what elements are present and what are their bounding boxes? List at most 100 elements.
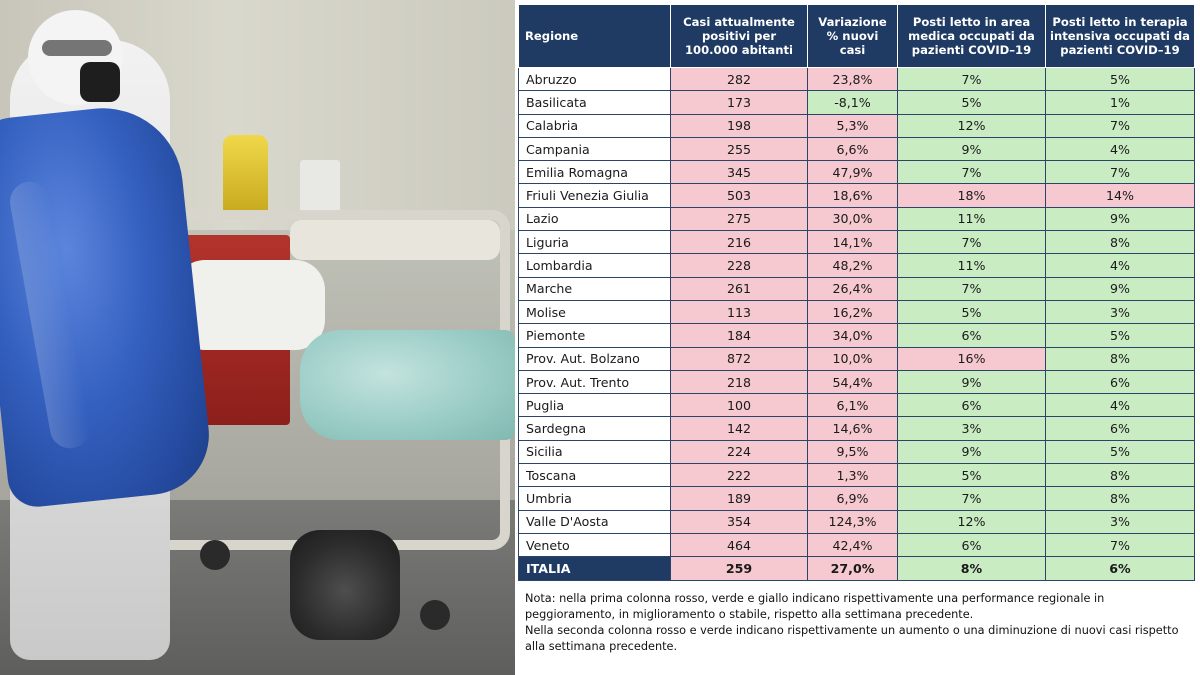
- table-row: Puglia 100 6,1% 6% 4%: [518, 393, 1195, 418]
- cell-cases: 503: [670, 183, 808, 208]
- table-row: Calabria 198 5,3% 12% 7%: [518, 113, 1195, 138]
- cell-medical-beds: 7%: [897, 230, 1046, 255]
- cell-icu-beds: 4%: [1045, 393, 1195, 418]
- cell-cases: 198: [670, 113, 808, 138]
- table-row: Piemonte 184 34,0% 6% 5%: [518, 323, 1195, 348]
- cell-variation: 14,6%: [807, 416, 898, 441]
- header-variation: Variazione % nuovi casi: [807, 4, 898, 68]
- cell-cases: 275: [670, 206, 808, 232]
- cell-variation: 18,6%: [807, 183, 898, 208]
- cell-cases: 218: [670, 369, 808, 395]
- cell-cases: 113: [670, 299, 808, 325]
- cell-variation: 9,5%: [807, 439, 898, 465]
- cell-medical-beds: 12%: [897, 509, 1046, 534]
- covid-table-panel: Regione Casi attualmente positivi per 10…: [518, 4, 1195, 675]
- cell-medical-beds: 7%: [897, 66, 1046, 92]
- cell-medical-beds: 9%: [897, 369, 1046, 395]
- cell-cases: 189: [670, 486, 808, 511]
- header-icu-beds: Posti letto in terapia intensiva occupat…: [1045, 4, 1195, 68]
- cell-variation: 16,2%: [807, 299, 898, 325]
- cell-medical-beds: 6%: [897, 323, 1046, 348]
- cell-variation: 6,1%: [807, 393, 898, 418]
- cell-variation: 5,3%: [807, 113, 898, 138]
- cell-icu-beds: 7%: [1045, 532, 1195, 558]
- header-cases: Casi attualmente positivi per 100.000 ab…: [670, 4, 808, 68]
- cell-region: Campania: [518, 136, 671, 162]
- cell-region: Prov. Aut. Trento: [518, 369, 671, 395]
- cell-variation: 47,9%: [807, 160, 898, 185]
- table-total-row: ITALIA 259 27,0% 8% 6%: [518, 556, 1195, 581]
- cell-icu-beds: 6%: [1045, 556, 1195, 581]
- table-row: Valle D'Aosta 354 124,3% 12% 3%: [518, 509, 1195, 534]
- cell-variation: 30,0%: [807, 206, 898, 232]
- photo-worker-goggles: [42, 40, 112, 56]
- cell-icu-beds: 1%: [1045, 90, 1195, 115]
- table-row: Emilia Romagna 345 47,9% 7% 7%: [518, 160, 1195, 185]
- photo-machine: [290, 530, 400, 640]
- cell-icu-beds: 5%: [1045, 323, 1195, 348]
- table-note: Nota: nella prima colonna rosso, verde e…: [518, 581, 1194, 671]
- cell-region: Abruzzo: [518, 66, 671, 92]
- cell-variation: 14,1%: [807, 230, 898, 255]
- cell-region: Veneto: [518, 532, 671, 558]
- cell-medical-beds: 12%: [897, 113, 1046, 138]
- cell-cases: 228: [670, 253, 808, 278]
- cell-region: Marche: [518, 276, 671, 301]
- cell-region: Puglia: [518, 393, 671, 418]
- photo-patient-sheet: [300, 330, 515, 440]
- cell-variation: 27,0%: [807, 556, 898, 581]
- cell-cases: 216: [670, 230, 808, 255]
- cell-cases: 224: [670, 439, 808, 465]
- cell-region: ITALIA: [518, 556, 671, 581]
- cell-variation: 10,0%: [807, 346, 898, 371]
- cell-cases: 255: [670, 136, 808, 162]
- cell-cases: 872: [670, 346, 808, 371]
- cell-icu-beds: 4%: [1045, 253, 1195, 278]
- cell-variation: 34,0%: [807, 323, 898, 348]
- cell-region: Umbria: [518, 486, 671, 511]
- cell-medical-beds: 11%: [897, 206, 1046, 232]
- cell-cases: 345: [670, 160, 808, 185]
- table-row: Prov. Aut. Bolzano 872 10,0% 16% 8%: [518, 346, 1195, 371]
- table-row: Molise 113 16,2% 5% 3%: [518, 299, 1195, 325]
- cell-cases: 261: [670, 276, 808, 301]
- cell-variation: 6,9%: [807, 486, 898, 511]
- cell-variation: 124,3%: [807, 509, 898, 534]
- table-row: Umbria 189 6,9% 7% 8%: [518, 486, 1195, 511]
- cell-cases: 354: [670, 509, 808, 534]
- table-row: Toscana 222 1,3% 5% 8%: [518, 463, 1195, 488]
- cell-region: Sardegna: [518, 416, 671, 441]
- cell-medical-beds: 6%: [897, 532, 1046, 558]
- cell-medical-beds: 5%: [897, 299, 1046, 325]
- photo-bed-rail: [290, 220, 500, 260]
- cell-icu-beds: 6%: [1045, 416, 1195, 441]
- cell-cases: 100: [670, 393, 808, 418]
- cell-icu-beds: 5%: [1045, 66, 1195, 92]
- cell-region: Lazio: [518, 206, 671, 232]
- cell-variation: 54,4%: [807, 369, 898, 395]
- cell-region: Valle D'Aosta: [518, 509, 671, 534]
- note-line-1: Nota: nella prima colonna rosso, verde e…: [525, 591, 1105, 621]
- cell-icu-beds: 8%: [1045, 486, 1195, 511]
- photo-wheel: [420, 600, 450, 630]
- cell-variation: 6,6%: [807, 136, 898, 162]
- cell-cases: 184: [670, 323, 808, 348]
- table-row: Lombardia 228 48,2% 11% 4%: [518, 253, 1195, 278]
- cell-icu-beds: 4%: [1045, 136, 1195, 162]
- cell-medical-beds: 7%: [897, 276, 1046, 301]
- table-row: Abruzzo 282 23,8% 7% 5%: [518, 66, 1195, 92]
- cell-medical-beds: 18%: [897, 183, 1046, 208]
- cell-icu-beds: 5%: [1045, 439, 1195, 465]
- cell-region: Friuli Venezia Giulia: [518, 183, 671, 208]
- table-row: Campania 255 6,6% 9% 4%: [518, 136, 1195, 162]
- cell-medical-beds: 16%: [897, 346, 1046, 371]
- cell-icu-beds: 6%: [1045, 369, 1195, 395]
- note-line-2: Nella seconda colonna rosso e verde indi…: [525, 623, 1179, 654]
- cell-region: Calabria: [518, 113, 671, 138]
- cell-variation: 48,2%: [807, 253, 898, 278]
- cell-icu-beds: 3%: [1045, 509, 1195, 534]
- cell-icu-beds: 8%: [1045, 230, 1195, 255]
- cell-variation: 1,3%: [807, 463, 898, 488]
- cell-medical-beds: 7%: [897, 160, 1046, 185]
- cell-icu-beds: 7%: [1045, 160, 1195, 185]
